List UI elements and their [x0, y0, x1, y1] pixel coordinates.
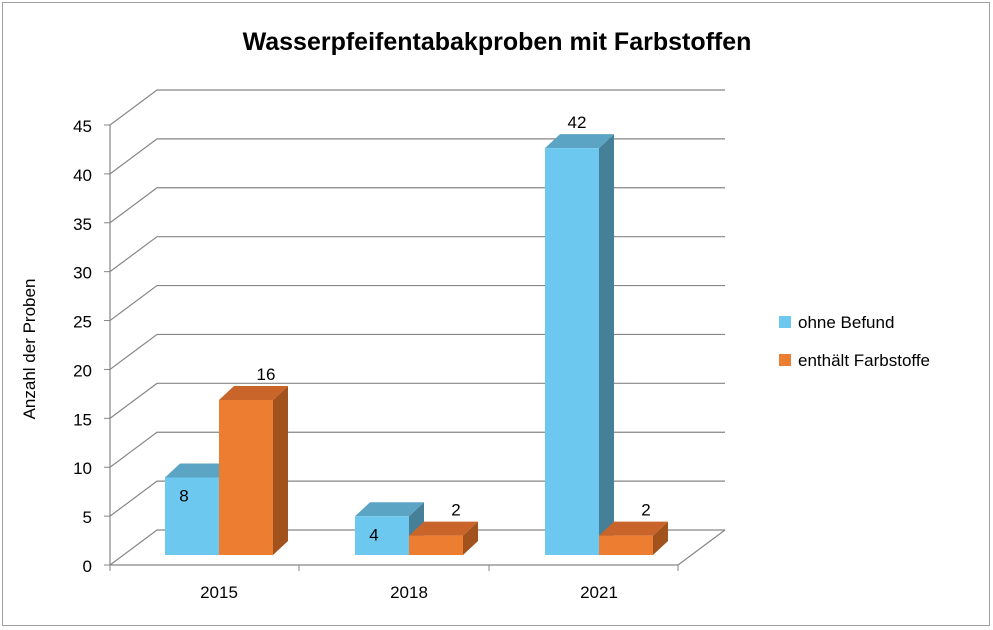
- bar-side: [599, 134, 614, 555]
- y-tick-label: 0: [83, 557, 92, 576]
- gridline: [109, 333, 725, 370]
- bar-side: [463, 521, 478, 555]
- bar-2018-0: [355, 516, 409, 555]
- legend-label: ohne Befund: [798, 313, 894, 332]
- x-tick-label: 2021: [580, 583, 618, 602]
- legend-swatch: [779, 316, 791, 328]
- legend-label: enthält Farbstoffe: [798, 351, 930, 370]
- bar-2015-1: [219, 400, 273, 555]
- y-axis-label: Anzahl der Proben: [20, 279, 39, 420]
- y-tick-label: 30: [73, 264, 92, 283]
- bar-top: [409, 521, 478, 536]
- floor-edge: [677, 529, 726, 566]
- data-label: 16: [257, 365, 276, 384]
- y-tick-label: 10: [73, 459, 92, 478]
- y-tick-label: 25: [73, 313, 92, 332]
- bar-side: [273, 386, 288, 555]
- gridline: [109, 431, 725, 468]
- bar-top: [545, 134, 614, 149]
- gridline: [109, 480, 725, 517]
- data-label: 4: [369, 525, 378, 544]
- bar-2021-0: [545, 148, 599, 555]
- chart-title: Wasserpfeifentabakproben mit Farbstoffen: [243, 28, 752, 56]
- data-label: 2: [641, 501, 650, 520]
- gridline: [109, 382, 725, 419]
- bar-2021-1: [599, 535, 653, 555]
- bar-top: [219, 386, 288, 400]
- gridline: [109, 138, 725, 175]
- y-tick-label: 40: [73, 166, 92, 185]
- data-label: 42: [568, 113, 587, 132]
- gridline: [109, 187, 725, 224]
- bar-2018-1: [409, 535, 463, 555]
- data-label: 8: [179, 487, 188, 506]
- y-tick-label: 5: [83, 508, 92, 527]
- y-tick-label: 45: [73, 117, 92, 136]
- gridline: [109, 529, 725, 566]
- y-tick-label: 20: [73, 361, 92, 380]
- bar-side: [653, 521, 668, 555]
- legend-swatch: [779, 354, 791, 366]
- bar-top: [165, 463, 234, 478]
- y-tick-label: 15: [73, 410, 92, 429]
- x-tick-label: 2018: [390, 583, 428, 602]
- data-label: 2: [451, 501, 460, 520]
- gridline: [109, 89, 725, 126]
- x-tick-label: 2015: [200, 583, 238, 602]
- gridline: [109, 284, 725, 322]
- bar-top: [355, 502, 424, 517]
- gridline: [109, 236, 725, 273]
- bar-top: [599, 521, 668, 536]
- bar-2015-0: [165, 477, 219, 555]
- y-tick-label: 35: [73, 215, 92, 234]
